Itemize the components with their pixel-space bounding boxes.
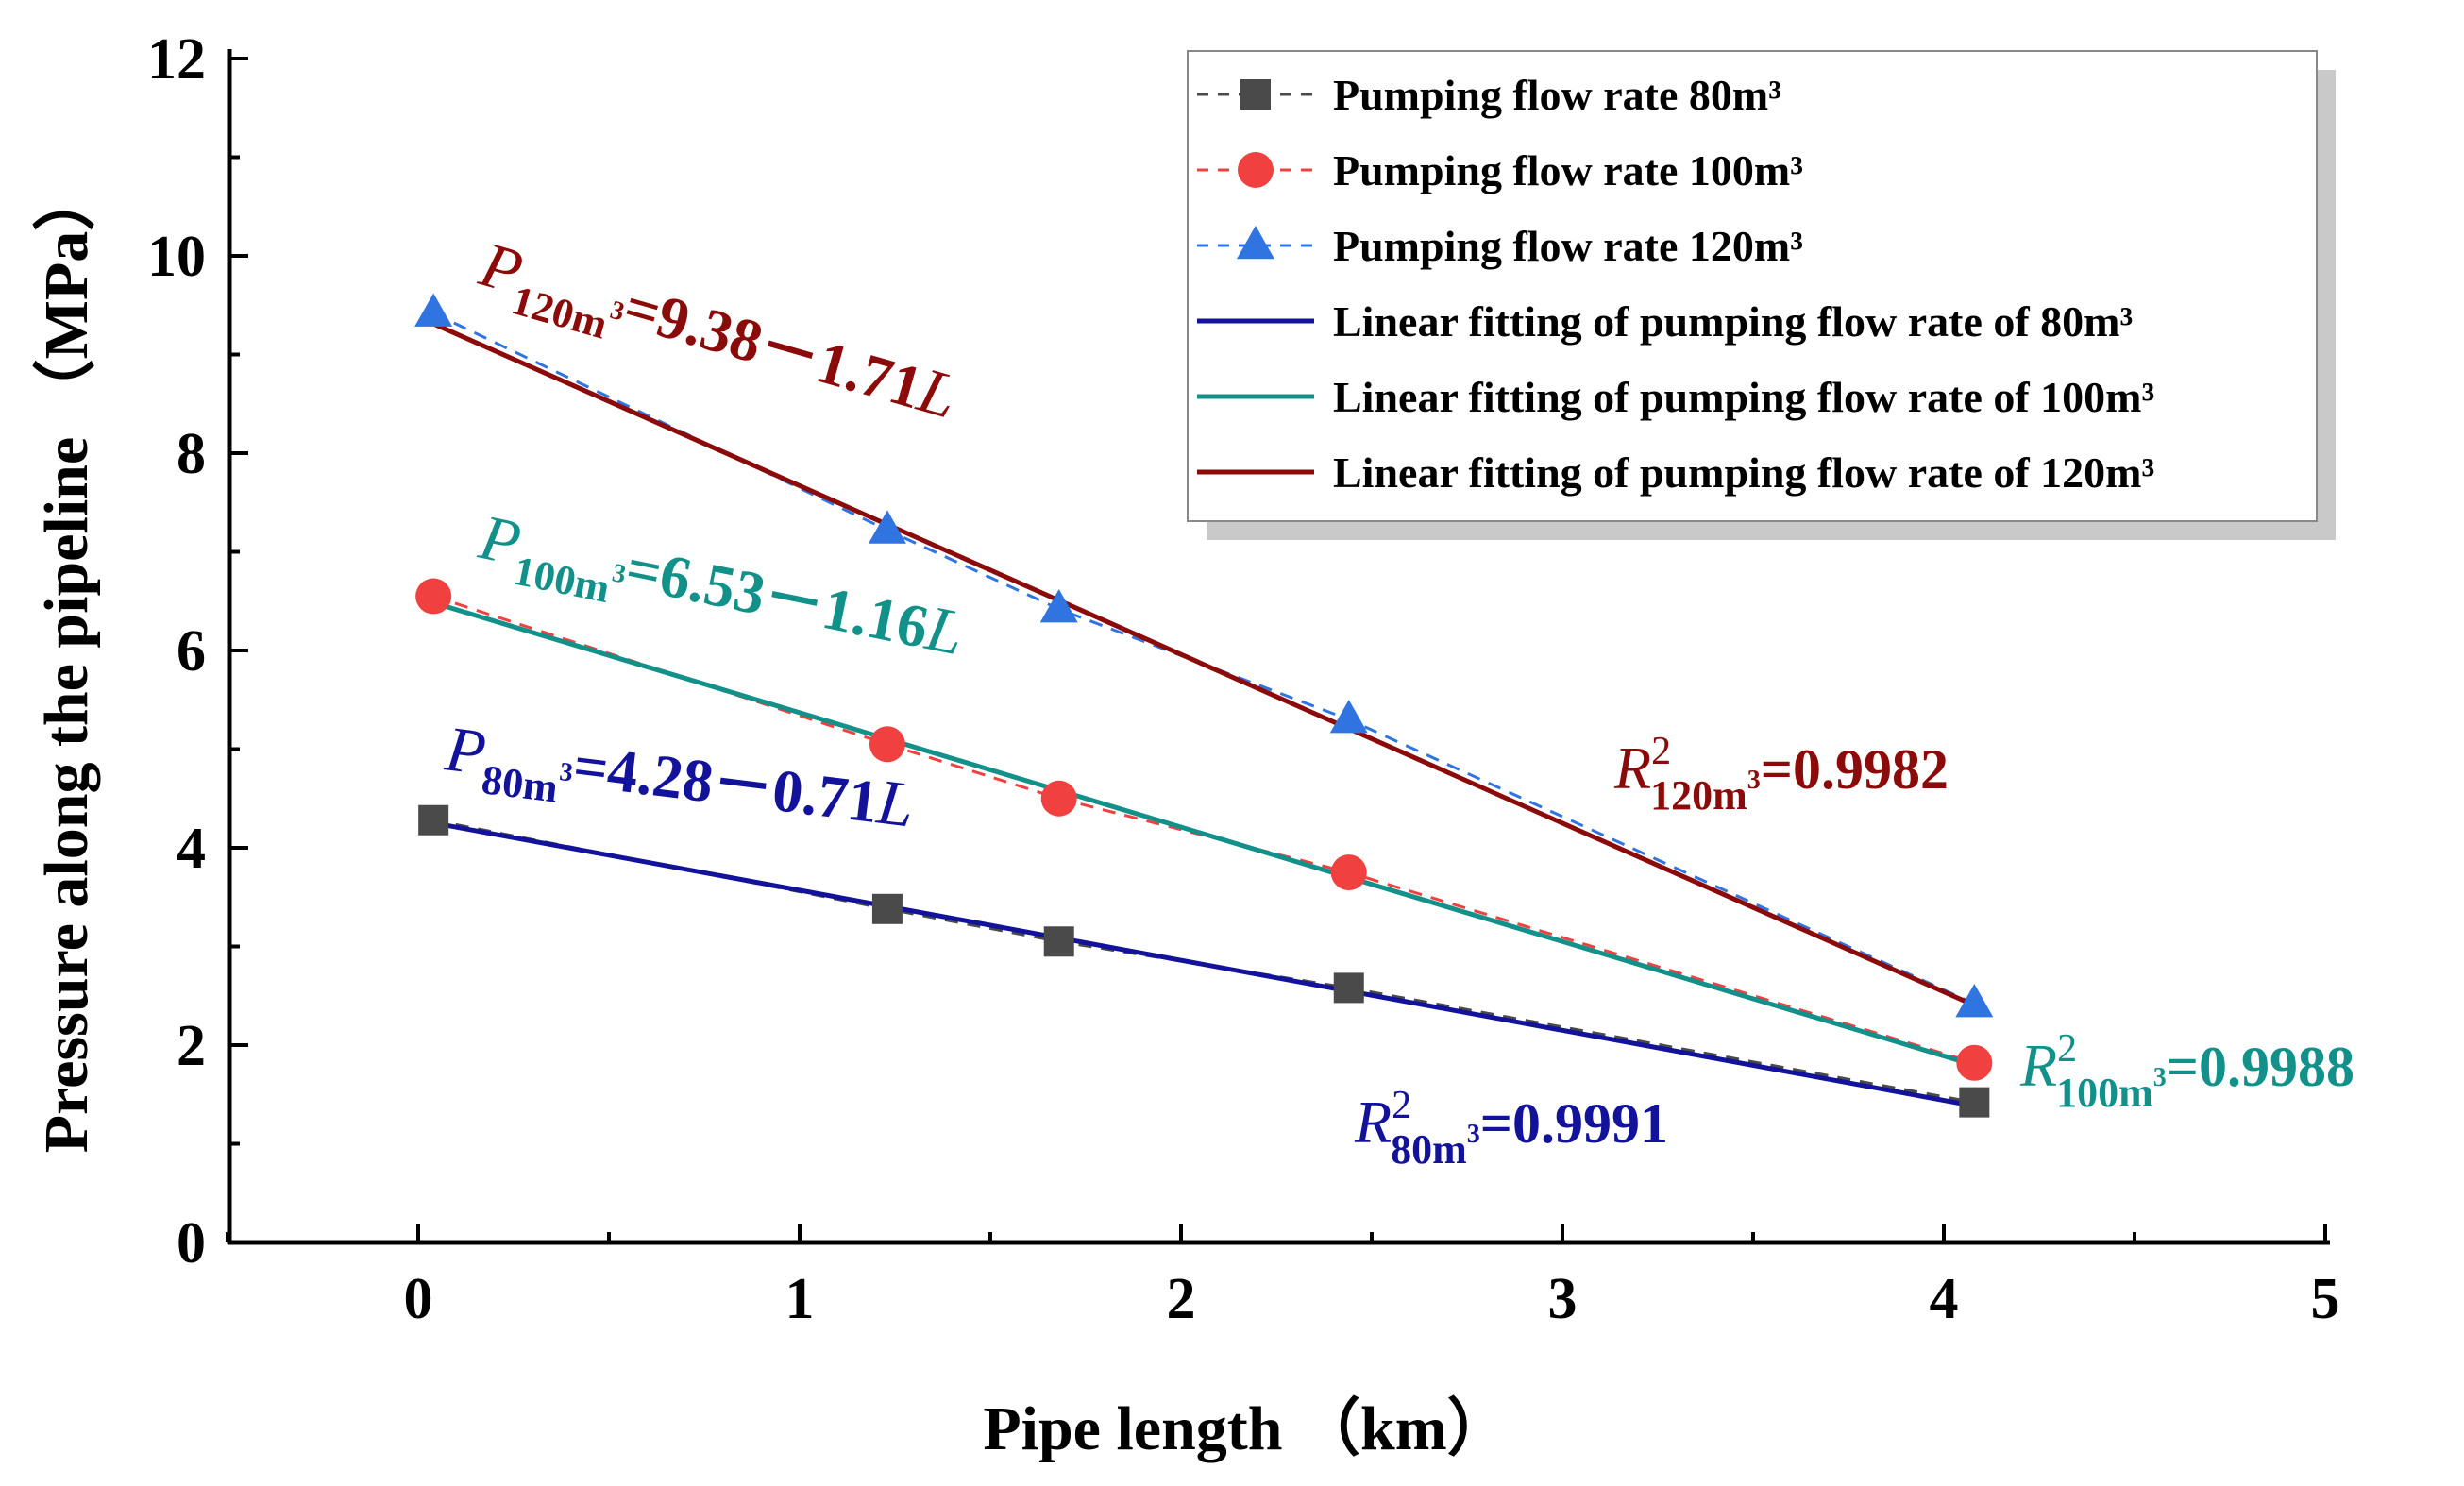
data-point-circle	[1956, 1044, 1993, 1081]
legend: Pumping flow rate 80m³ Pumping flow rate …	[1187, 50, 2336, 540]
legend-marker-circle	[1238, 152, 1274, 188]
r-squared-80: R2 80m3=0.9991	[1354, 1084, 1668, 1173]
legend-label: Pumping flow rate 120m³	[1333, 222, 1803, 270]
legend-label: Pumping flow rate 100m³	[1333, 146, 1803, 194]
legend-items: Pumping flow rate 80m³ Pumping flow rate …	[1197, 71, 2154, 497]
legend-label: Linear fitting of pumping flow rate of 8…	[1333, 297, 2133, 346]
eq-rhs: =4.28－0.71	[569, 732, 882, 836]
r-exponent: 2	[1651, 730, 1671, 773]
y-tick-label: 0	[177, 1211, 206, 1275]
r-superscript: 3	[1747, 766, 1761, 795]
r-variable: R	[1613, 735, 1651, 802]
legend-marker-square	[1240, 79, 1271, 110]
x-tick-label: 5	[2311, 1267, 2340, 1331]
fit-equation-80: P80m3=4.28－0.71L	[439, 712, 918, 854]
r-subscript: 80m	[1391, 1126, 1467, 1173]
r-value: =0.9988	[2167, 1036, 2354, 1098]
data-point-circle	[1040, 780, 1077, 817]
eq-variable: P	[441, 712, 489, 788]
y-tick-label: 8	[177, 422, 206, 486]
eq-subscript: 80m	[480, 756, 561, 811]
legend-label: Pumping flow rate 80m³	[1333, 71, 1781, 119]
eq-subscript: 120m	[507, 277, 613, 347]
data-point-square	[418, 804, 449, 836]
fit-line	[432, 600, 1976, 1068]
data-point-triangle	[1329, 700, 1368, 734]
x-tick-label: 1	[785, 1267, 815, 1331]
plot-area	[414, 293, 1994, 1118]
r-superscript: 3	[1467, 1120, 1480, 1149]
r-variable: R	[1354, 1089, 1392, 1156]
y-tick-label: 4	[177, 817, 206, 881]
r-value: =0.9982	[1761, 738, 1949, 801]
x-tick-label: 3	[1548, 1267, 1578, 1331]
data-point-square	[1333, 972, 1364, 1004]
x-axis-title: Pipe length （km）	[983, 1393, 1509, 1463]
r-superscript: 3	[2153, 1063, 2167, 1092]
r-exponent: 2	[2057, 1027, 2077, 1071]
x-tick-label: 0	[404, 1267, 433, 1331]
y-tick-label: 12	[147, 27, 206, 92]
dashed-line-square	[432, 819, 1975, 1105]
data-point-square	[871, 893, 903, 924]
r-squared-100: R2 100m3=0.9988	[2019, 1027, 2354, 1116]
legend-box	[1187, 50, 2318, 522]
data-point-triangle	[1955, 984, 1994, 1018]
data-point-square	[1043, 926, 1074, 957]
data-point-circle	[415, 578, 452, 615]
r-value: =0.9991	[1480, 1092, 1668, 1155]
y-tick-label: 10	[147, 225, 206, 289]
eq-tail: L	[872, 765, 918, 840]
r-exponent: 2	[1392, 1084, 1411, 1127]
eq-superscript: 3	[558, 757, 575, 787]
legend-marker-triangle	[1237, 225, 1274, 260]
data-point-triangle	[414, 293, 453, 327]
x-tick-label: 2	[1167, 1267, 1196, 1331]
data-point-circle	[869, 726, 905, 763]
y-tick-label: 6	[177, 619, 206, 684]
fit-line	[432, 321, 1976, 1008]
y-tick-label: 2	[177, 1014, 206, 1078]
fit-equation-120: P120m3=9.38－1.71L	[468, 228, 965, 446]
fit-line	[432, 820, 1975, 1108]
eq-rhs: =6.53－1.16	[620, 534, 934, 661]
y-axis-title: Pressure along the pipeline （MPa）	[31, 169, 101, 1154]
eq-subscript: 100m	[510, 548, 614, 612]
data-point-triangle	[1039, 589, 1078, 623]
r-squared-120: R2 120m3=0.9982	[1613, 730, 1949, 819]
legend-label: Linear fitting of pumping flow rate of 1…	[1333, 373, 2154, 421]
data-point-square	[1959, 1087, 1990, 1118]
eq-rhs: =9.38－1.71	[616, 273, 929, 422]
data-point-triangle	[868, 510, 906, 544]
legend-label: Linear fitting of pumping flow rate of 1…	[1333, 448, 2154, 497]
data-point-circle	[1330, 854, 1367, 891]
eq-superscript: 3	[610, 558, 629, 589]
x-tick-label: 4	[1930, 1267, 1959, 1331]
r-subscript: 100m	[2056, 1070, 2153, 1116]
r-variable: R	[2019, 1032, 2057, 1099]
r-subscript: 120m	[1650, 772, 1747, 819]
